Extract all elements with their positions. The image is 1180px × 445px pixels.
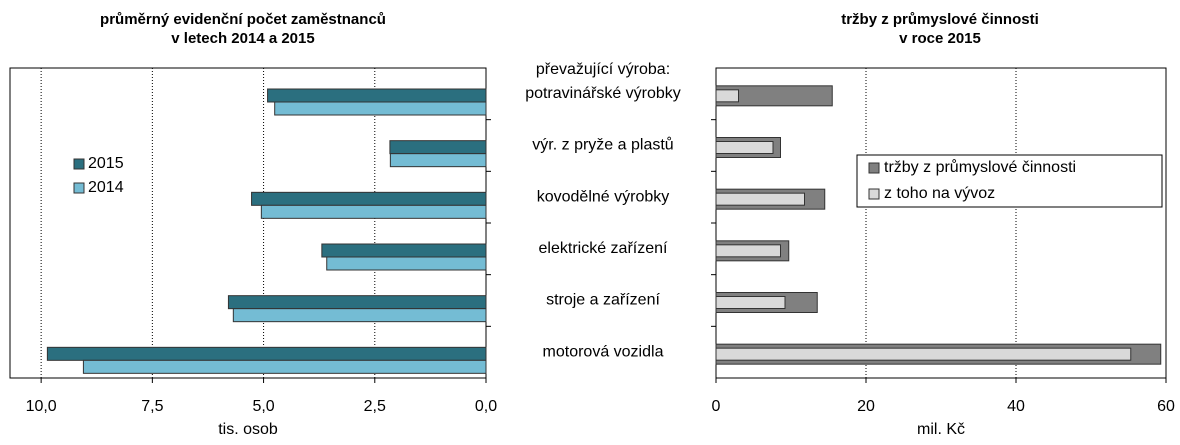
bar [715,244,781,258]
bar [715,89,739,103]
x-axis-label: mil. Kč [917,421,965,438]
x-tick-label: 0 [712,398,721,415]
bar [251,191,487,206]
legend-swatch [868,188,880,200]
chart-title: tržby z průmyslové činnosti [841,11,1039,28]
bar [389,153,487,168]
legend-box [856,154,1163,208]
bar [82,359,487,374]
legend-swatch [73,158,85,170]
bar [232,308,487,323]
bar [715,296,786,309]
legend-label: 2015 [88,155,124,172]
x-axis-label: tis. osob [218,421,278,438]
category-label: motorová vozidla [543,343,664,360]
bar [260,204,487,219]
bar [715,347,1132,361]
x-tick-label: 5,0 [252,398,274,415]
category-label: výr. z pryže a plastů [532,136,673,154]
bar [715,141,774,154]
x-tick-label: 10,0 [26,398,57,415]
x-tick-label: 20 [857,398,875,415]
bar [326,256,487,271]
x-tick-label: 2,5 [364,398,386,415]
x-tick-label: 60 [1157,398,1175,415]
x-tick-label: 40 [1007,398,1025,415]
chart-subtitle: v letech 2014 a 2015 [171,30,314,47]
x-tick-label: 0,0 [475,398,497,415]
bar [274,101,487,116]
chart-title: průměrný evidenční počet zaměstnanců [100,11,386,28]
legend-label: tržby z průmyslové činnosti [884,158,1076,176]
category-label: kovodělné výrobky [537,188,670,205]
legend-label: 2014 [88,179,124,196]
bar [46,346,487,361]
bar [389,140,487,155]
legend-swatch [73,182,85,194]
bar [321,243,487,258]
bar [227,295,487,310]
category-label: potravinářské výrobky [525,85,681,102]
bar [715,192,805,206]
x-tick-label: 7,5 [141,398,163,415]
category-label: elektrické zařízení [539,240,668,257]
legend-swatch [868,162,880,174]
category-header: převažující výroba: [536,61,670,78]
bar [267,88,487,103]
legend-label: z toho na vývoz [884,185,995,202]
category-label: stroje a zařízení [546,292,660,309]
chart-subtitle: v roce 2015 [899,30,981,47]
plot-area [715,67,1167,379]
